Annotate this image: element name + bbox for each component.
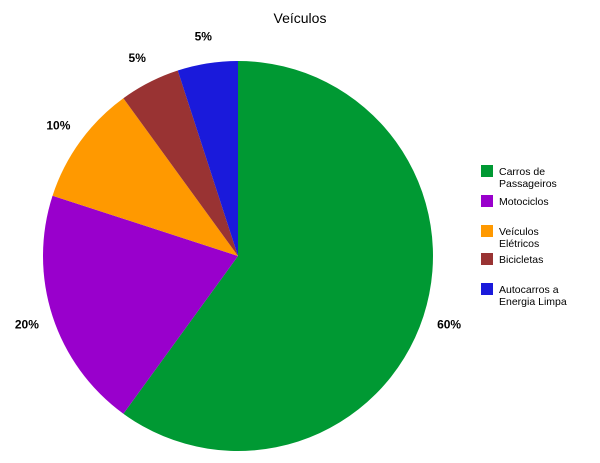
pie-slice-1 [42, 195, 238, 414]
data-labels: 60% 20% 10% 5% 5% [15, 30, 462, 332]
legend: Carros de Passageiros Motociclos Veículos El… [481, 165, 567, 308]
chart-title: Veículos [274, 10, 327, 26]
legend-swatch-3 [481, 253, 493, 265]
legend-swatch-2 [481, 225, 493, 237]
slice-data-label-2: 10% [46, 119, 70, 133]
legend-label-3: Bicicletas [499, 254, 543, 266]
pie-slice-2 [52, 98, 238, 257]
legend-swatch-1 [481, 195, 493, 207]
slice-data-label-4: 5% [195, 30, 213, 44]
legend-label-0: Carros de Passageiros [499, 166, 557, 190]
legend-swatch-4 [481, 283, 493, 295]
pie-slice-0 [123, 61, 433, 452]
pie-slice-3 [123, 70, 238, 256]
pie-slices [42, 61, 433, 452]
slice-data-label-3: 5% [129, 51, 147, 65]
legend-swatch-0 [481, 165, 493, 177]
slice-data-label-0: 60% [437, 318, 461, 332]
legend-label-4: Autocarros a Energia Limpa [499, 284, 567, 308]
legend-label-2: Veículos Elétricos [499, 226, 539, 250]
legend-label-1: Motociclos [499, 196, 549, 208]
pie-slice-4 [177, 61, 238, 256]
slice-data-label-1: 20% [15, 318, 39, 332]
